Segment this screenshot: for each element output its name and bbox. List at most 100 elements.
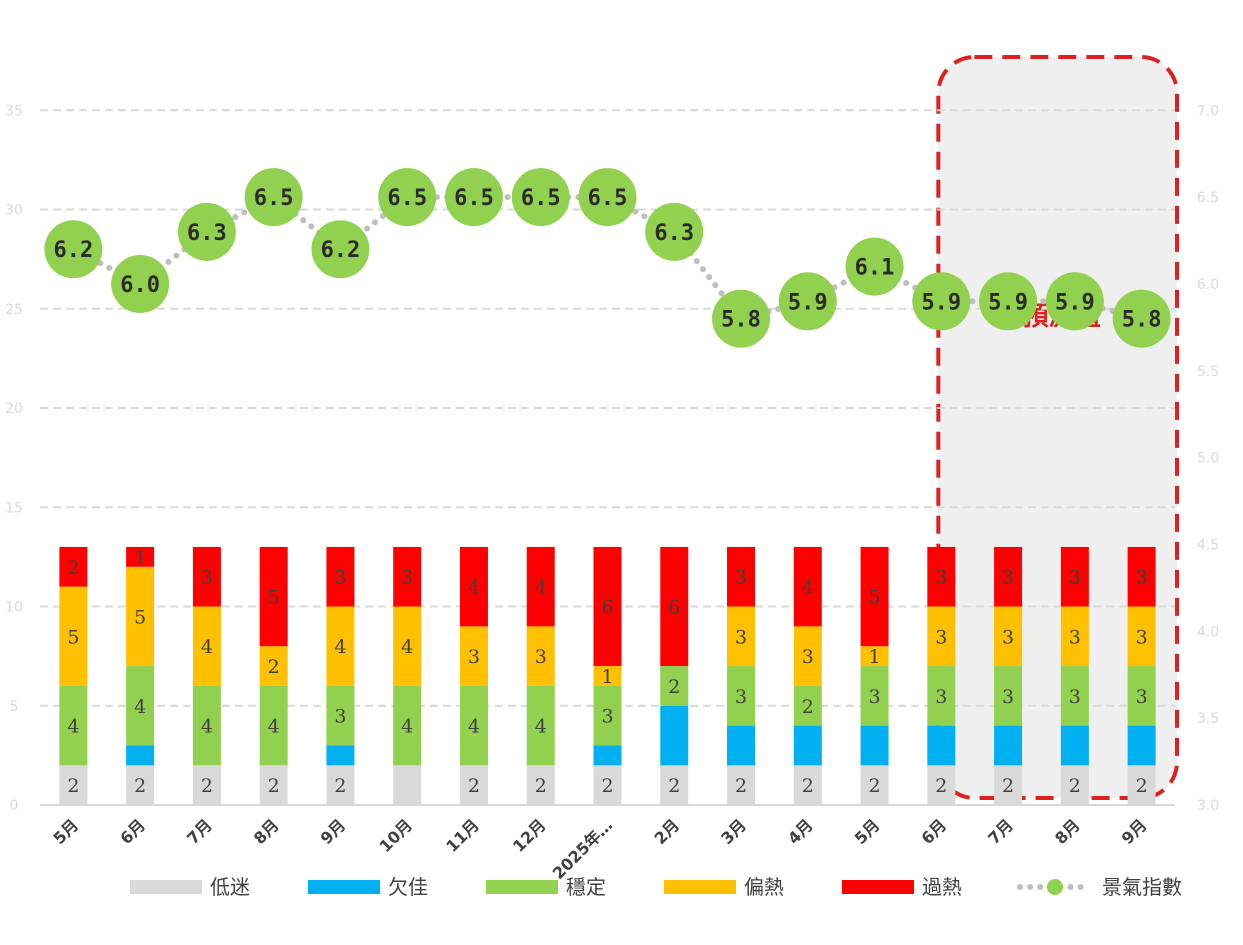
bar-segment <box>59 586 88 686</box>
bar-segment <box>860 546 889 647</box>
left-tick-label: 0 <box>10 798 19 814</box>
bar-data-label: 2 <box>1002 775 1014 797</box>
right-tick-label: 7.0 <box>1197 103 1219 119</box>
index-data-label: 6.1 <box>855 256 895 281</box>
bar-segment <box>526 626 555 686</box>
bar-data-label: 2 <box>134 775 146 797</box>
bar-segment <box>860 646 889 667</box>
bar-segment <box>459 765 488 805</box>
index-marker <box>645 202 704 261</box>
index-marker <box>912 272 971 331</box>
bar-segment <box>793 546 822 627</box>
index-data-label: 6.5 <box>454 186 494 211</box>
x-tick-label: 10月 <box>376 815 417 856</box>
bar-segment <box>727 765 756 805</box>
index-marker <box>1045 272 1104 331</box>
bar-segment <box>192 546 221 607</box>
bar-data-label: 3 <box>935 686 947 708</box>
right-tick-label: 3.5 <box>1197 711 1219 727</box>
left-tick-label: 25 <box>5 302 23 318</box>
left-tick-label: 10 <box>5 600 23 616</box>
bar-data-label: 4 <box>134 696 146 718</box>
bar-segment <box>1127 666 1156 726</box>
bar-data-label: 3 <box>1069 567 1081 589</box>
bar-data-label: 2 <box>67 557 79 579</box>
bar-segment <box>1127 546 1156 607</box>
bar-data-label: 4 <box>802 577 814 599</box>
bar-data-label: 3 <box>869 686 881 708</box>
index-data-label: 6.5 <box>387 186 427 211</box>
bar-data-label: 3 <box>1136 626 1148 648</box>
legend-label: 欠佳 <box>388 875 428 899</box>
bar-segment <box>793 765 822 805</box>
right-tick-label: 4.0 <box>1197 624 1219 640</box>
x-tick-label: 6月 <box>918 815 951 848</box>
index-data-label: 6.2 <box>54 238 94 263</box>
index-marker <box>1112 289 1171 348</box>
index-data-label: 5.9 <box>1055 290 1095 315</box>
index-data-label: 5.8 <box>1122 308 1162 333</box>
bar-segment <box>593 765 622 805</box>
bar-data-label: 3 <box>1002 626 1014 648</box>
bar-segment <box>793 626 822 686</box>
bar-segment <box>860 666 889 726</box>
index-marker <box>979 272 1038 331</box>
bar-segment <box>259 685 288 766</box>
bar-segment <box>192 765 221 805</box>
right-tick-label: 5.0 <box>1197 451 1219 467</box>
legend-swatch <box>664 880 736 894</box>
bar-data-label: 2 <box>468 775 480 797</box>
bar-data-label: 2 <box>668 676 680 698</box>
bar-data-label: 2 <box>1136 775 1148 797</box>
bar-data-label: 2 <box>601 775 613 797</box>
bar-segment <box>793 685 822 726</box>
bar-segment <box>994 546 1023 607</box>
bar-data-label: 6 <box>601 597 613 619</box>
bar-segment <box>326 546 355 607</box>
bar-data-label: 2 <box>334 775 346 797</box>
index-marker <box>778 272 837 331</box>
x-tick-label: 4月 <box>784 815 817 848</box>
bar-data-label: 2 <box>668 775 680 797</box>
bar-segment <box>593 745 622 766</box>
right-tick-label: 5.5 <box>1197 364 1219 380</box>
bar-data-label: 2 <box>869 775 881 797</box>
legend-label: 景氣指數 <box>1102 875 1182 899</box>
bar-segment <box>459 685 488 766</box>
index-data-label: 6.0 <box>120 273 160 298</box>
bar-segment <box>126 546 155 567</box>
bar-segment <box>860 725 889 766</box>
index-marker <box>111 254 170 313</box>
right-tick-label: 6.5 <box>1197 190 1219 206</box>
left-tick-label: 15 <box>5 500 23 516</box>
bar-data-label: 6 <box>668 597 680 619</box>
bar-segment <box>994 765 1023 805</box>
bar-data-label: 5 <box>268 587 280 609</box>
bar-segment <box>727 606 756 667</box>
index-data-label: 6.3 <box>187 221 227 246</box>
left-tick-label: 5 <box>10 699 19 715</box>
right-tick-label: 4.5 <box>1197 537 1219 553</box>
bar-data-label: 2 <box>268 775 280 797</box>
x-tick-label: 12月 <box>509 815 550 856</box>
bar-segment <box>459 626 488 686</box>
x-tick-label: 7月 <box>183 815 216 848</box>
bar-segment <box>994 725 1023 766</box>
index-data-label: 6.5 <box>521 186 561 211</box>
bar-data-label: 4 <box>468 716 480 738</box>
index-marker <box>444 168 503 227</box>
bar-data-label: 3 <box>334 706 346 728</box>
x-tick-label: 3月 <box>717 815 750 848</box>
bar-data-label: 4 <box>401 636 413 658</box>
bar-data-label: 4 <box>468 577 480 599</box>
bar-data-label: 3 <box>601 706 613 728</box>
index-marker <box>378 168 437 227</box>
left-tick-label: 30 <box>5 203 23 219</box>
bar-segment <box>59 546 88 587</box>
index-marker <box>44 220 103 279</box>
index-marker <box>311 220 370 279</box>
bar-data-label: 2 <box>802 696 814 718</box>
bar-data-label: 3 <box>1136 567 1148 589</box>
bar-segment <box>326 606 355 686</box>
bar-segment <box>727 725 756 766</box>
